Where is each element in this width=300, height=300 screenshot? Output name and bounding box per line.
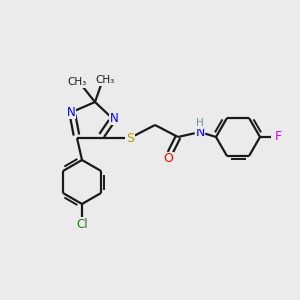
Text: H: H: [196, 118, 204, 128]
Text: N: N: [195, 125, 205, 139]
Text: O: O: [163, 152, 173, 166]
Text: CH₃: CH₃: [95, 75, 115, 85]
Text: N: N: [67, 106, 75, 118]
Text: Cl: Cl: [76, 218, 88, 230]
Text: S: S: [126, 131, 134, 145]
Text: F: F: [274, 130, 282, 143]
Text: N: N: [110, 112, 118, 124]
Text: CH₃: CH₃: [68, 77, 87, 87]
